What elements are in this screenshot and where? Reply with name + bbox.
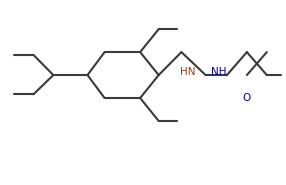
Text: NH: NH — [211, 67, 227, 77]
Text: HN: HN — [180, 67, 196, 77]
Text: O: O — [243, 92, 251, 102]
